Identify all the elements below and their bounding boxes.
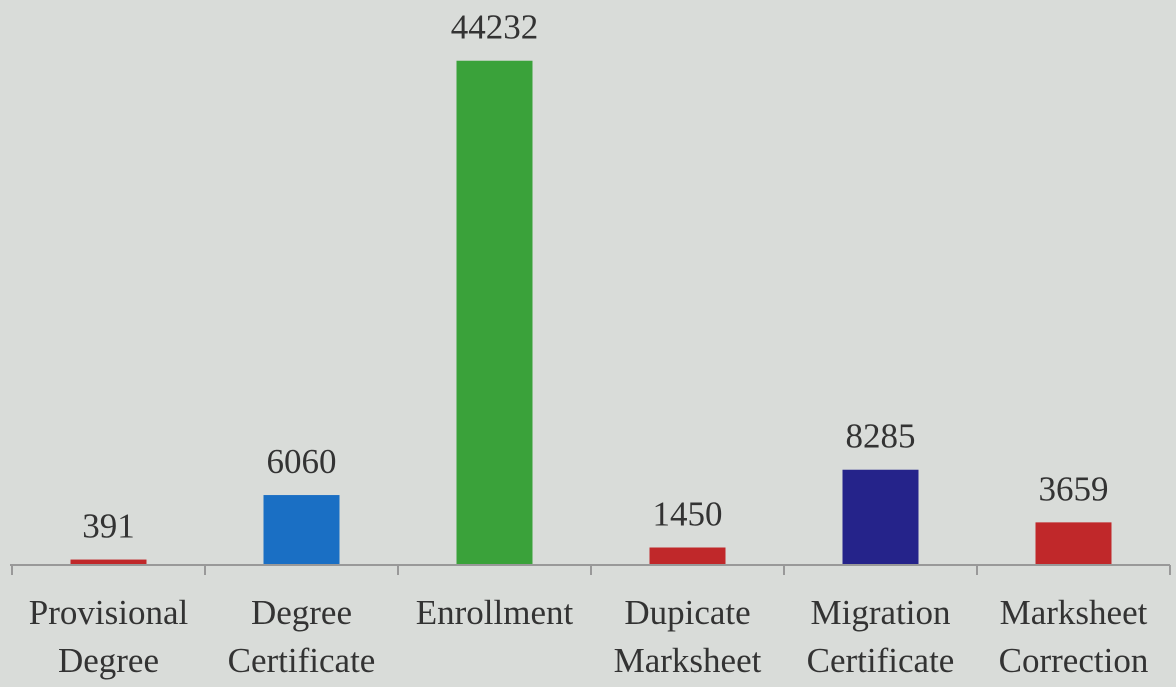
x-tick-label: Enrollment bbox=[416, 593, 574, 632]
bar bbox=[70, 559, 147, 564]
x-tick-label: Dupicate Marksheet bbox=[614, 593, 762, 680]
x-tick-label: Migration Certificate bbox=[807, 593, 955, 680]
value-label: 3659 bbox=[1039, 469, 1109, 508]
bar bbox=[649, 547, 726, 564]
value-label: 8285 bbox=[846, 417, 916, 456]
value-label: 6060 bbox=[267, 442, 337, 481]
bar bbox=[842, 469, 919, 564]
value-label: 1450 bbox=[653, 495, 723, 534]
bar bbox=[456, 60, 533, 565]
bar bbox=[1035, 522, 1112, 564]
x-tick-label: Marksheet Correction bbox=[999, 593, 1149, 680]
value-label: 391 bbox=[82, 507, 135, 546]
x-tick-label: Degree Certificate bbox=[228, 593, 376, 680]
value-label: 44232 bbox=[451, 8, 539, 47]
x-tick-label: Provisional Degree bbox=[29, 593, 189, 680]
bar bbox=[263, 495, 340, 564]
